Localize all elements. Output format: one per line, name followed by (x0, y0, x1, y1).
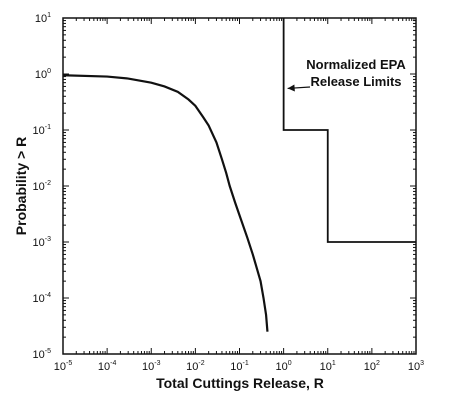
annotation-arrowhead (287, 84, 295, 92)
x-tick-label: 102 (364, 360, 380, 373)
x-tick-label: 100 (276, 360, 292, 373)
y-axis-label: Probability > R (13, 137, 29, 235)
y-tick-label: 100 (35, 68, 51, 81)
x-tick-label: 103 (408, 360, 424, 373)
y-tick-label: 10-4 (33, 292, 52, 305)
annotation-line-1: Normalized EPA (306, 57, 406, 72)
x-tick-label: 10-5 (54, 360, 73, 373)
ticks-group (62, 17, 417, 355)
x-tick-label: 101 (320, 360, 336, 373)
x-tick-label: 10-1 (230, 360, 249, 373)
series-group (62, 18, 416, 332)
epa-limit-line (282, 18, 416, 243)
y-tick-label: 10-3 (33, 236, 52, 249)
annotation-line-2: Release Limits (310, 74, 401, 89)
x-tick-label: 10-2 (186, 360, 205, 373)
x-axis-label: Total Cuttings Release, R (156, 375, 324, 391)
x-tick-label: 10-3 (142, 360, 161, 373)
tick-labels-group: 10-5 10-4 10-3 10-2 10-1 100 101 102 103 101 100 10… (33, 12, 425, 373)
y-tick-label: 10-1 (33, 124, 52, 137)
y-tick-label: 10-5 (33, 348, 52, 361)
y-tick-label: 101 (35, 12, 51, 25)
x-tick-label: 10-4 (98, 360, 117, 373)
y-tick-label: 10-2 (33, 180, 52, 193)
probability-curve (62, 74, 269, 332)
